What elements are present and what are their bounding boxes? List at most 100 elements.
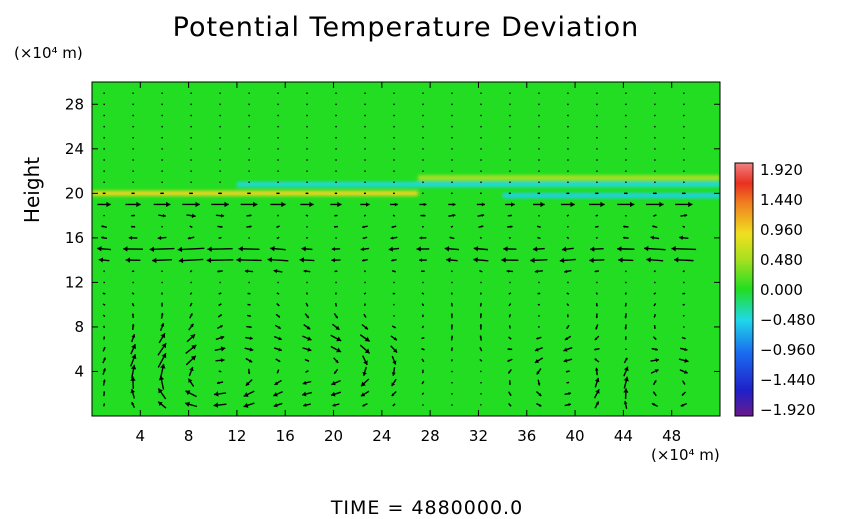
velocity-arrow-586 <box>654 103 656 106</box>
velocity-arrow-252 <box>103 270 106 273</box>
velocity-arrow-598 <box>393 92 395 94</box>
velocity-arrow-346 <box>391 225 397 228</box>
velocity-arrow-524 <box>683 137 685 139</box>
velocity-arrow-583 <box>567 103 569 106</box>
velocity-arrow-496 <box>480 148 482 150</box>
velocity-arrow-481 <box>654 159 656 161</box>
velocity-arrow-79 <box>565 370 570 373</box>
velocity-arrow-532 <box>306 125 308 128</box>
velocity-arrow-37 <box>564 392 572 396</box>
velocity-arrow-386 <box>330 201 342 208</box>
velocity-arrow-355 <box>652 225 658 229</box>
velocity-arrow-155 <box>331 323 340 331</box>
velocity-arrow-190 <box>131 302 135 307</box>
velocity-arrow-329 <box>508 236 511 239</box>
velocity-arrow-69 <box>276 369 280 374</box>
velocity-arrow-449 <box>335 170 337 172</box>
velocity-arrow-201 <box>450 302 453 307</box>
velocity-arrow-184 <box>567 314 569 318</box>
velocity-arrow-351 <box>536 225 541 228</box>
velocity-arrow-25 <box>213 391 227 397</box>
velocity-arrow-566 <box>683 114 685 117</box>
velocity-arrow-439 <box>654 181 656 183</box>
velocity-arrow-431 <box>422 181 424 183</box>
velocity-arrow-95 <box>421 358 425 363</box>
velocity-arrow-20 <box>680 402 688 407</box>
velocity-arrow-14 <box>508 403 512 407</box>
velocity-arrow-573 <box>277 103 279 106</box>
velocity-arrow-345 <box>362 225 368 229</box>
velocity-arrow-233 <box>161 281 163 284</box>
velocity-arrow-298 <box>207 246 233 252</box>
velocity-arrow-467 <box>248 159 250 161</box>
velocity-arrow-52 <box>391 378 397 387</box>
velocity-arrow-250 <box>654 281 656 284</box>
velocity-arrow-117 <box>450 347 453 352</box>
velocity-arrow-401 <box>160 192 164 195</box>
velocity-arrow-253 <box>131 270 135 273</box>
velocity-arrow-582 <box>538 103 540 106</box>
velocity-arrow-340 <box>217 225 223 229</box>
velocity-arrow-260 <box>334 270 338 273</box>
velocity-arrow-428 <box>335 181 337 183</box>
velocity-arrow-577 <box>393 103 395 106</box>
velocity-arrow-121 <box>563 346 573 352</box>
velocity-arrow-482 <box>683 159 685 161</box>
velocity-arrow-12 <box>451 404 453 406</box>
velocity-arrow-571 <box>219 103 221 106</box>
velocity-arrow-166 <box>653 325 656 329</box>
velocity-arrow-138 <box>450 335 454 341</box>
velocity-arrow-470 <box>335 159 337 161</box>
velocity-arrow-18 <box>623 400 628 409</box>
x-tick-label-4: 4 <box>136 427 146 445</box>
velocity-arrow-295 <box>123 246 143 252</box>
velocity-arrow-73 <box>391 367 396 376</box>
velocity-arrow-349 <box>478 225 484 229</box>
velocity-arrow-261 <box>363 270 367 273</box>
time-readout: TIME = 4880000.0 <box>330 497 524 519</box>
velocity-arrow-370 <box>477 213 485 218</box>
velocity-arrow-422 <box>161 181 163 183</box>
velocity-arrow-255 <box>189 270 193 273</box>
velocity-arrow-398 <box>675 201 693 208</box>
velocity-arrow-311 <box>589 246 604 252</box>
velocity-arrow-17 <box>594 401 600 409</box>
velocity-arrow-526 <box>132 125 134 128</box>
velocity-arrow-597 <box>364 92 366 94</box>
velocity-arrow-525 <box>103 125 105 128</box>
velocity-arrow-174 <box>275 313 281 318</box>
velocity-arrow-202 <box>479 302 482 307</box>
velocity-arrow-189 <box>102 303 106 306</box>
velocity-arrow-243 <box>451 281 453 284</box>
velocity-arrow-581 <box>509 103 511 106</box>
velocity-arrow-62 <box>681 380 686 385</box>
velocity-arrow-148 <box>131 323 135 331</box>
velocity-arrow-130 <box>215 335 225 341</box>
velocity-arrow-534 <box>364 125 366 128</box>
velocity-arrow-94 <box>391 355 397 365</box>
velocity-arrow-54 <box>451 382 453 384</box>
velocity-arrow-348 <box>450 225 454 228</box>
colorbar-label-5: −0.480 <box>760 311 816 329</box>
velocity-arrow-286 <box>473 257 489 263</box>
velocity-arrow-562 <box>567 114 569 117</box>
velocity-arrow-285 <box>446 257 458 263</box>
velocity-arrow-550 <box>219 114 221 117</box>
velocity-arrow-0 <box>103 403 106 407</box>
velocity-arrow-478 <box>567 159 569 161</box>
velocity-arrow-347 <box>422 226 424 228</box>
velocity-arrow-49 <box>302 380 312 385</box>
velocity-arrow-140 <box>508 336 512 340</box>
velocity-arrow-320 <box>248 237 250 239</box>
velocity-arrow-426 <box>277 181 279 183</box>
velocity-arrow-46 <box>216 381 224 385</box>
x-tick-label-48: 48 <box>662 427 681 445</box>
x-tick-label-32: 32 <box>469 427 488 445</box>
velocity-arrow-131 <box>245 336 253 340</box>
velocity-arrow-259 <box>303 269 311 273</box>
velocity-arrow-28 <box>301 391 312 397</box>
velocity-arrow-34 <box>480 393 482 395</box>
velocity-arrow-194 <box>247 303 251 306</box>
velocity-arrow-279 <box>267 257 289 263</box>
